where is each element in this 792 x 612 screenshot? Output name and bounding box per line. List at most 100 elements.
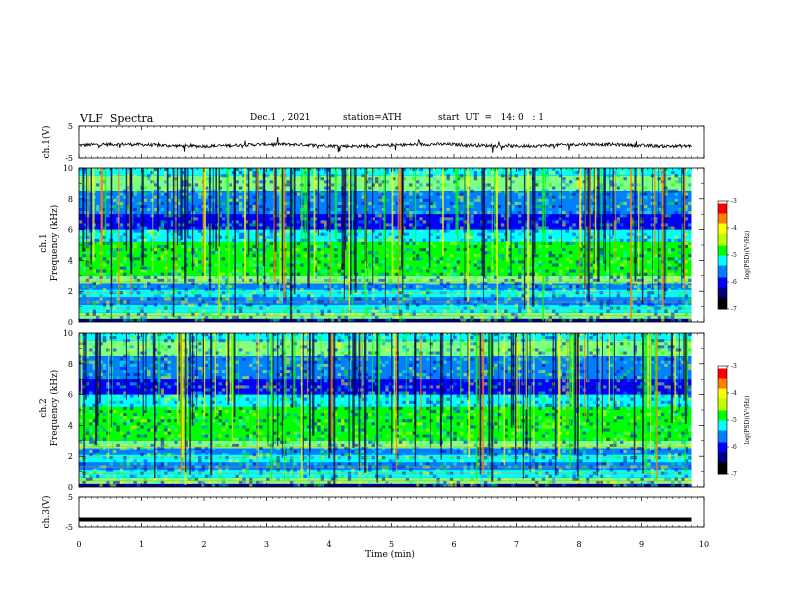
psd-cell — [667, 238, 672, 242]
psd-cell — [296, 220, 301, 224]
psd-cell — [113, 480, 117, 484]
psd-cell — [375, 177, 379, 181]
psd-cell — [480, 303, 484, 307]
psd-cell — [136, 416, 141, 420]
psd-cell — [562, 211, 566, 215]
psd-cell — [477, 303, 481, 307]
psd-cell — [218, 192, 222, 196]
psd-cell — [204, 363, 209, 367]
psd-cell — [245, 189, 250, 193]
psd-cell — [106, 431, 110, 435]
psd-cell — [572, 241, 576, 245]
psd-cell — [337, 186, 341, 190]
psd-cell — [255, 388, 260, 392]
sferic-streak — [634, 168, 637, 282]
psd-cell — [392, 226, 396, 230]
psd-cell — [538, 217, 542, 221]
sferic-streak — [505, 168, 508, 242]
psd-cell — [102, 198, 107, 202]
psd-cell — [133, 285, 137, 289]
psd-cell — [337, 312, 341, 316]
psd-cell — [453, 186, 457, 190]
psd-cell — [102, 269, 107, 273]
psd-cell — [562, 235, 566, 239]
psd-cell — [235, 315, 239, 319]
psd-cell — [174, 288, 178, 292]
psd-cell — [170, 248, 175, 252]
psd-cell — [429, 282, 433, 286]
psd-cell — [232, 245, 236, 249]
psd-cell — [259, 205, 263, 209]
psd-cell — [221, 282, 226, 286]
psd-cell — [164, 363, 168, 367]
psd-cell — [150, 443, 154, 447]
psd-cell — [153, 229, 158, 233]
psd-cell — [119, 285, 124, 289]
psd-cell — [150, 428, 154, 432]
psd-cell — [572, 288, 576, 292]
psd-cell — [548, 251, 552, 255]
psd-cell — [177, 315, 182, 319]
psd-cell — [647, 288, 651, 292]
psd-cell — [106, 385, 110, 389]
psd-cell — [133, 192, 137, 196]
sferic-streak — [561, 168, 562, 248]
psd-cell — [273, 394, 277, 398]
psd-cell — [126, 282, 130, 286]
psd-cell — [249, 363, 253, 367]
psd-cell — [140, 370, 144, 374]
psd-cell — [507, 192, 512, 196]
psd-cell — [351, 201, 355, 205]
psd-cell — [483, 235, 488, 239]
psd-cell — [191, 312, 195, 316]
psd-cell — [126, 431, 130, 435]
psd-cell — [89, 422, 93, 426]
psd-cell — [177, 241, 182, 245]
psd-cell — [398, 257, 403, 261]
psd-cell — [643, 235, 648, 239]
psd-cell — [310, 260, 314, 264]
psd-cell — [255, 294, 260, 298]
psd-cell — [96, 269, 100, 273]
psd-cell — [238, 431, 243, 435]
psd-cell — [677, 208, 682, 212]
psd-cell — [245, 428, 250, 432]
psd-cell — [654, 254, 658, 258]
psd-cell — [552, 171, 556, 175]
psd-cell — [218, 339, 222, 343]
psd-cell — [443, 285, 447, 289]
psd-cell — [273, 477, 277, 481]
sferic-streak — [397, 168, 399, 311]
psd-cell — [572, 223, 576, 227]
psd-cell — [494, 205, 498, 209]
psd-cell — [249, 238, 253, 242]
psd-cell — [238, 379, 243, 383]
psd-cell — [167, 419, 171, 423]
psd-cell — [483, 174, 488, 178]
psd-cell — [286, 297, 290, 301]
psd-cell — [545, 192, 549, 196]
psd-cell — [671, 278, 675, 282]
psd-cell — [558, 254, 563, 258]
psd-cell — [677, 288, 682, 292]
psd-cell — [170, 232, 175, 236]
sferic-streak — [544, 168, 546, 290]
psd-cell — [422, 269, 427, 273]
psd-cell — [606, 315, 610, 319]
psd-cell — [85, 354, 90, 358]
psd-cell — [449, 220, 454, 224]
sferic-streak — [402, 168, 404, 234]
psd-cell — [279, 385, 284, 389]
psd-cell — [558, 183, 563, 187]
psd-cell — [194, 413, 199, 417]
psd-cell — [415, 266, 420, 270]
psd-cell — [439, 208, 444, 212]
psd-cell — [211, 394, 216, 398]
sferic-streak — [289, 168, 293, 320]
psd-cell — [259, 294, 263, 298]
psd-cell — [167, 312, 171, 316]
psd-cell — [460, 309, 464, 313]
psd-cell — [136, 312, 141, 316]
psd-cell — [674, 260, 678, 264]
psd-cell — [320, 177, 324, 181]
